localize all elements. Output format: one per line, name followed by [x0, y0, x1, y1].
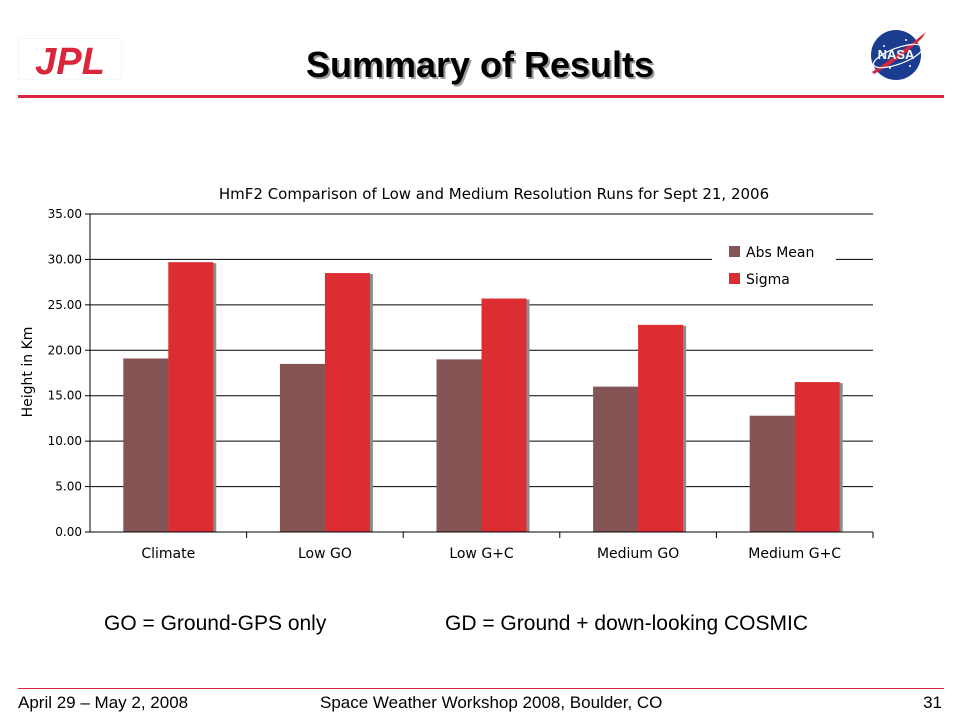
bar-abs-mean	[436, 359, 482, 532]
bar-abs-mean	[279, 363, 325, 532]
y-tick-label: 30.00	[48, 252, 82, 266]
bar-sigma	[324, 273, 370, 532]
x-tick-label: Medium G+C	[748, 546, 841, 562]
y-tick-label: 15.00	[48, 389, 82, 403]
jpl-logo-text: JPL	[35, 41, 105, 80]
bar-abs-mean	[749, 415, 795, 532]
x-tick-label: Low GO	[298, 546, 352, 562]
bar-sigma	[481, 298, 527, 532]
top-divider	[18, 95, 944, 98]
hmf2-bar-chart: HmF2 Comparison of Low and Medium Resolu…	[20, 185, 874, 562]
y-tick-labels: 0.00 5.00 10.00 15.00 20.00 25.00 30.00 35.00	[48, 207, 82, 539]
bar-sigma	[794, 382, 840, 532]
nasa-logo-text: NASA	[878, 47, 915, 62]
y-tick-label: 10.00	[48, 434, 82, 448]
jpl-logo: JPL	[18, 38, 122, 80]
footer-event: Space Weather Workshop 2008, Boulder, CO	[320, 693, 663, 712]
axes	[89, 214, 874, 538]
x-tick-label: Climate	[141, 546, 195, 562]
slide-number: 31	[923, 693, 942, 712]
bar-sigma	[168, 262, 214, 532]
legend: Abs Mean Sigma	[712, 236, 836, 296]
x-tick-label: Low G+C	[449, 546, 514, 562]
go-definition-note: GO = Ground-GPS only	[104, 612, 327, 635]
y-tick-label: 5.00	[55, 480, 82, 494]
y-tick-label: 20.00	[48, 343, 82, 357]
chart-title: HmF2 Comparison of Low and Medium Resolu…	[219, 185, 769, 203]
y-tick-label: 25.00	[48, 298, 82, 312]
x-tick-labels: Climate Low GO Low G+C Medium GO Medium G+C	[141, 546, 841, 562]
bottom-divider	[18, 688, 944, 689]
legend-label: Abs Mean	[746, 245, 814, 261]
bar-sigma	[638, 324, 684, 532]
legend-label: Sigma	[746, 272, 790, 288]
bar-abs-mean	[123, 358, 169, 532]
y-tick-label: 0.00	[55, 525, 82, 539]
y-axis-label: Height in Km	[20, 327, 36, 418]
nasa-logo: NASA	[871, 30, 926, 80]
slide-title: Summary of Results	[305, 44, 655, 85]
bars	[123, 262, 843, 532]
x-tick-label: Medium GO	[597, 546, 679, 562]
y-tick-label: 35.00	[48, 207, 82, 221]
gd-definition-note: GD = Ground + down-looking COSMIC	[445, 612, 808, 635]
footer-date: April 29 – May 2, 2008	[18, 693, 189, 712]
legend-swatch	[729, 246, 740, 257]
bar-abs-mean	[593, 386, 639, 532]
legend-swatch	[729, 273, 740, 284]
